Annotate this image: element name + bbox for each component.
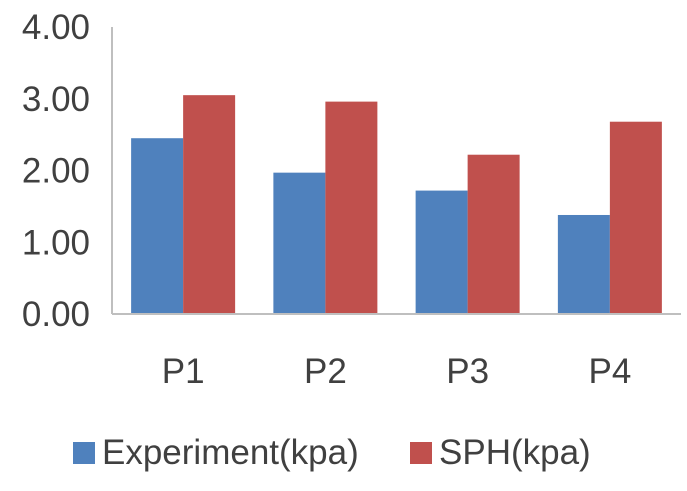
y-axis-ticks: 0.00 1.00 2.00 3.00 4.00	[22, 8, 90, 334]
y-tick-label: 4.00	[22, 8, 90, 47]
y-tick-label: 1.00	[22, 223, 90, 262]
y-tick-label: 0.00	[22, 295, 90, 334]
bar-experiment-p4	[557, 214, 610, 314]
bar-sph-p2	[325, 101, 378, 315]
bar-experiment-p2	[273, 172, 326, 314]
bar-experiment-p3	[415, 190, 468, 314]
y-tick-label: 3.00	[22, 80, 90, 119]
bar-sph-p4	[609, 121, 662, 315]
legend-label-sph: SPH(kpa)	[439, 433, 591, 472]
bar-sph-p3	[467, 154, 520, 314]
legend-swatch-experiment	[73, 442, 95, 464]
legend-label-experiment: Experiment(kpa)	[102, 433, 359, 472]
x-tick-label: P2	[304, 352, 347, 391]
x-axis-ticks: P1 P2 P3 P4	[162, 352, 632, 391]
bars	[131, 95, 662, 315]
bar-sph-p1	[183, 95, 236, 314]
bar-experiment-p1	[131, 138, 184, 314]
x-tick-label: P1	[162, 352, 205, 391]
legend: Experiment(kpa) SPH(kpa)	[73, 433, 591, 472]
x-tick-label: P3	[446, 352, 489, 391]
legend-swatch-sph	[410, 442, 432, 464]
x-tick-label: P4	[588, 352, 631, 391]
y-tick-label: 2.00	[22, 152, 90, 191]
